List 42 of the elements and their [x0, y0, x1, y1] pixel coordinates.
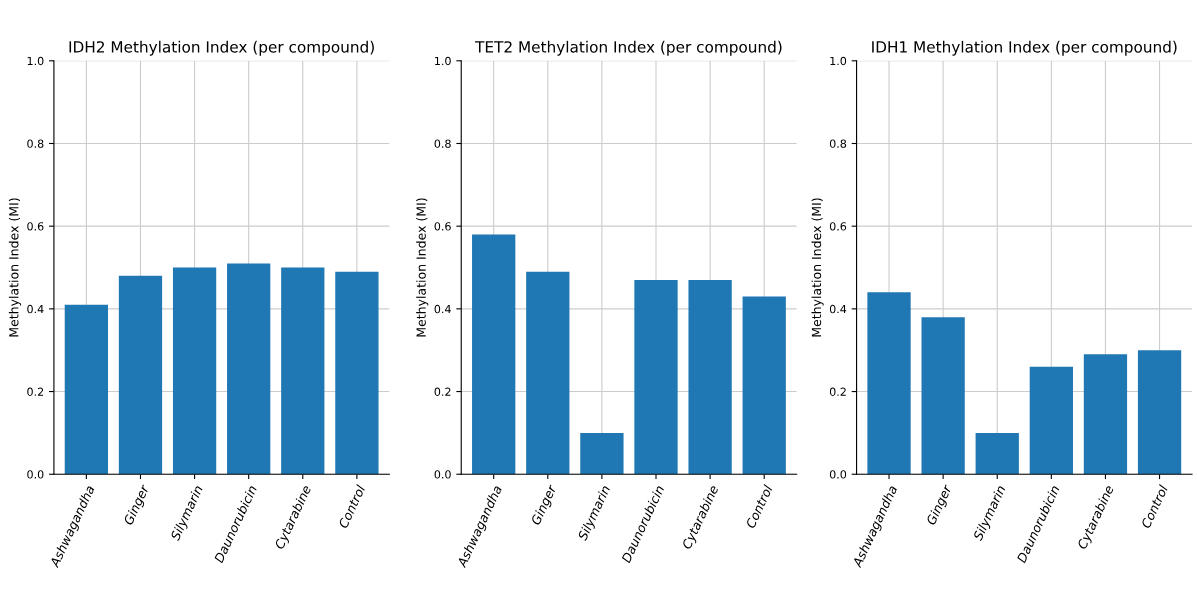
y-tick-label: 0.8 [829, 139, 847, 148]
bar [172, 267, 217, 475]
bar [634, 279, 678, 475]
y-tick-label: 0.8 [434, 139, 451, 148]
bar [281, 267, 325, 475]
bar [227, 263, 271, 475]
y-tick-label: 0.2 [434, 387, 451, 396]
bar [526, 271, 570, 475]
y-tick-label: 0.6 [829, 222, 847, 231]
bar [1083, 354, 1128, 475]
y-tick-label: 0.0 [829, 470, 847, 479]
bar [1137, 350, 1182, 475]
bar [118, 275, 163, 475]
y-tick-label: 1.0 [27, 56, 44, 66]
y-tick-label: 0.8 [27, 139, 44, 148]
chart-title: IDH2 Methylation Index (per compound) [69, 40, 374, 56]
bar [975, 432, 1019, 475]
bar [867, 292, 911, 475]
bar [1029, 366, 1073, 475]
y-tick-label: 0.2 [27, 387, 44, 396]
y-tick-label: 0.0 [434, 470, 451, 479]
y-axis-title: Methylation Index (MI) [416, 198, 429, 337]
y-tick-label: 0.4 [434, 304, 451, 314]
chart-title: IDH1 Methylation Index (per compound) [872, 40, 1177, 56]
y-tick-label: 0.6 [434, 222, 451, 231]
y-tick-label: 1.0 [435, 56, 451, 66]
y-tick-label: 0.4 [829, 304, 847, 314]
bar [742, 296, 786, 475]
y-tick-label: 1.0 [830, 56, 847, 66]
y-axis-title: Methylation Index (MI) [811, 198, 824, 337]
bar [688, 279, 732, 475]
bar [580, 432, 624, 475]
y-tick-label: 0.6 [27, 222, 44, 231]
bar [472, 234, 516, 475]
y-tick-label: 0.4 [27, 304, 44, 314]
bar [335, 271, 379, 475]
chart-title: TET2 Methylation Index (per compound) [475, 40, 782, 56]
y-tick-label: 0.0 [27, 470, 44, 479]
y-tick-label: 0.2 [829, 387, 846, 396]
bar [921, 317, 965, 475]
y-axis-title: Methylation Index (MI) [8, 198, 21, 337]
bar [64, 304, 109, 475]
